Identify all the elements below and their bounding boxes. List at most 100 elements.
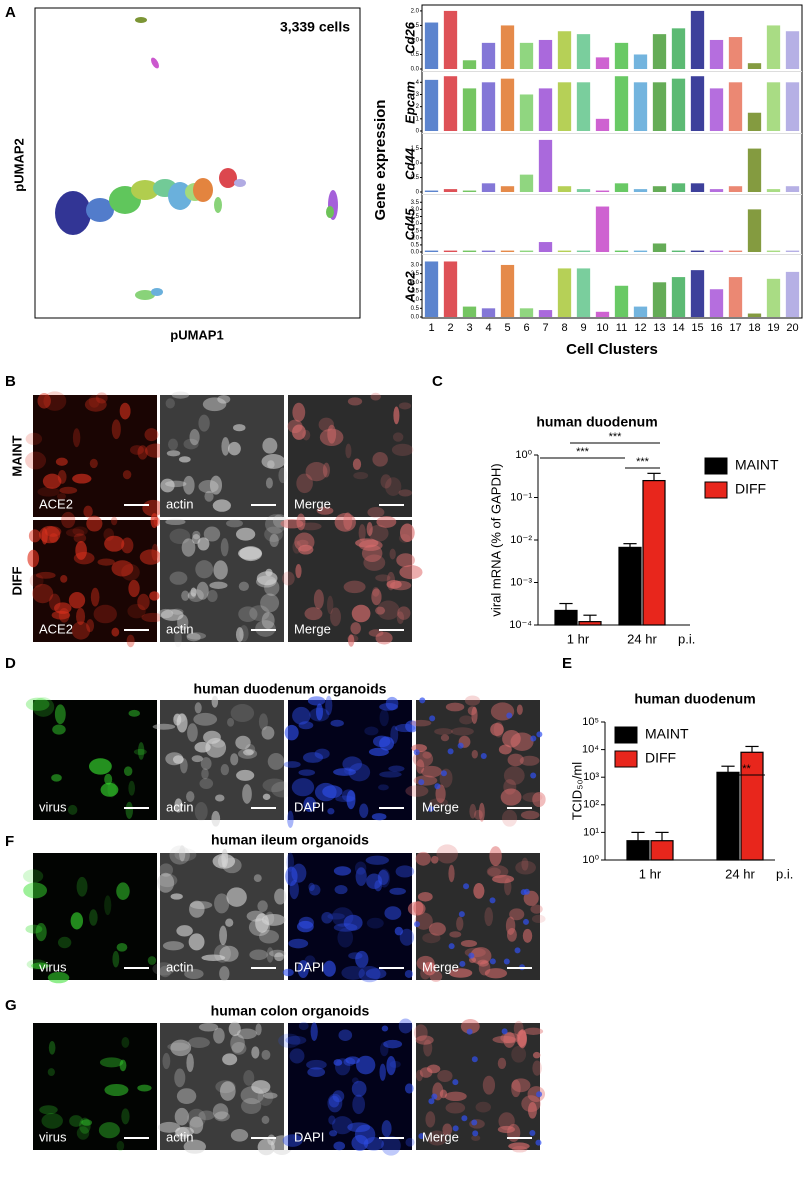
micrograph-texture: [405, 785, 429, 797]
micrograph: Merge: [280, 512, 423, 647]
micrograph-texture: [330, 719, 344, 727]
micrograph-texture: [257, 900, 268, 912]
y-tick-label: 1.0: [411, 297, 420, 303]
micrograph-texture: [269, 533, 279, 548]
micrograph-texture: [298, 721, 314, 730]
micrograph-texture: [532, 791, 546, 808]
x-tick-label: 11: [616, 322, 627, 334]
micrograph-texture: [335, 795, 356, 803]
micrograph-texture: [152, 723, 176, 730]
y-tick-label: 10³: [583, 771, 599, 783]
micrograph-texture: [67, 804, 78, 815]
micrograph-texture: [270, 1135, 293, 1156]
micrograph-texture: [437, 1070, 453, 1083]
micrograph-texture: [227, 717, 235, 727]
bar: [650, 840, 674, 861]
micrograph-texture: [392, 432, 404, 442]
strip: [500, 186, 515, 192]
micrograph-texture: [374, 880, 382, 892]
legend-swatch: [614, 750, 638, 768]
micrograph-texture: [498, 1112, 515, 1131]
micrograph-texture: [425, 1111, 436, 1128]
micrograph-texture: [167, 438, 179, 451]
strip: [785, 250, 800, 252]
micrograph-texture: [497, 1057, 507, 1070]
micrograph-texture: [99, 1057, 124, 1068]
micrograph-texture: [181, 590, 190, 601]
y-tick-label: 3.0: [411, 207, 420, 213]
micrograph-texture: [430, 855, 439, 864]
y-tick-label: 10⁰: [515, 449, 532, 461]
micrograph-texture: [365, 855, 390, 865]
micrograph-texture: [61, 511, 76, 529]
micrograph-texture: [492, 1035, 517, 1044]
legend-swatch: [704, 457, 728, 475]
micrograph-texture: [187, 723, 198, 742]
micrograph-texture: [230, 1128, 249, 1142]
micrograph-texture: [341, 966, 365, 980]
micrograph-texture: [356, 1055, 376, 1075]
image-label: actin: [166, 496, 193, 511]
micrograph-texture: [332, 1116, 353, 1135]
micrograph-texture: [343, 580, 366, 594]
micrograph-texture: [29, 573, 44, 588]
micrograph-texture: [397, 606, 411, 620]
strip: [424, 79, 439, 131]
strip: [785, 31, 800, 69]
micrograph-texture: [314, 748, 330, 759]
micrograph-texture: [215, 794, 225, 802]
micrograph-texture: [261, 1049, 271, 1060]
micrograph-texture: [370, 392, 381, 401]
strip: [595, 57, 610, 69]
micrograph-texture: [55, 457, 68, 466]
micrograph-texture: [188, 933, 205, 951]
micrograph-texture: [23, 869, 44, 883]
micrograph-texture: [375, 606, 386, 615]
micrograph-texture: [144, 428, 159, 442]
legend-label: DIFF: [735, 481, 766, 497]
micrograph-texture: [54, 704, 66, 725]
micrograph-texture: [257, 1138, 275, 1156]
micrograph-texture: [466, 1028, 473, 1035]
umap-clusters: [55, 17, 338, 300]
row-label: MAINT: [9, 435, 24, 476]
micrograph-texture: [285, 1035, 307, 1045]
micrograph-background: [416, 853, 540, 980]
micrograph-texture: [313, 589, 324, 610]
micrograph-texture: [125, 801, 134, 819]
micrograph-texture: [468, 952, 475, 959]
micrograph-texture: [274, 952, 284, 962]
x-tick-label: 8: [561, 322, 567, 334]
strip: [747, 63, 762, 69]
micrograph-texture: [186, 632, 201, 642]
micrograph-texture: [463, 883, 470, 890]
x-tick-label: 19: [767, 322, 779, 334]
micrograph-texture: [249, 605, 270, 621]
micrograph-texture: [127, 603, 146, 619]
y-tick-label: 0.5: [411, 306, 420, 312]
micrograph-texture: [126, 634, 135, 648]
micrograph: virus: [25, 697, 157, 820]
micrograph-texture: [536, 1091, 543, 1098]
micrograph-texture: [452, 1079, 459, 1086]
micrograph: ACE2: [27, 511, 165, 648]
micrograph-texture: [306, 1059, 327, 1070]
micrograph-texture: [396, 611, 404, 624]
micrograph-texture: [183, 475, 195, 495]
y-tick-label: 1.5: [411, 228, 420, 234]
panel-label: G: [5, 997, 17, 1014]
row-label: DIFF: [9, 567, 24, 596]
micrograph-texture: [199, 778, 214, 789]
micrograph-texture: [95, 392, 108, 404]
micrograph-texture: [364, 726, 379, 736]
micrograph: virus: [33, 1023, 157, 1152]
micrograph-texture: [366, 522, 373, 537]
micrograph-texture: [347, 634, 359, 643]
micrograph-texture: [213, 1027, 225, 1044]
micrograph-texture: [502, 729, 521, 748]
micrograph-texture: [418, 1133, 425, 1140]
umap-y-label: pUMAP2: [11, 138, 26, 191]
micrograph-texture: [265, 477, 273, 489]
micrograph-texture: [198, 1022, 219, 1032]
micrograph-texture: [128, 780, 136, 796]
